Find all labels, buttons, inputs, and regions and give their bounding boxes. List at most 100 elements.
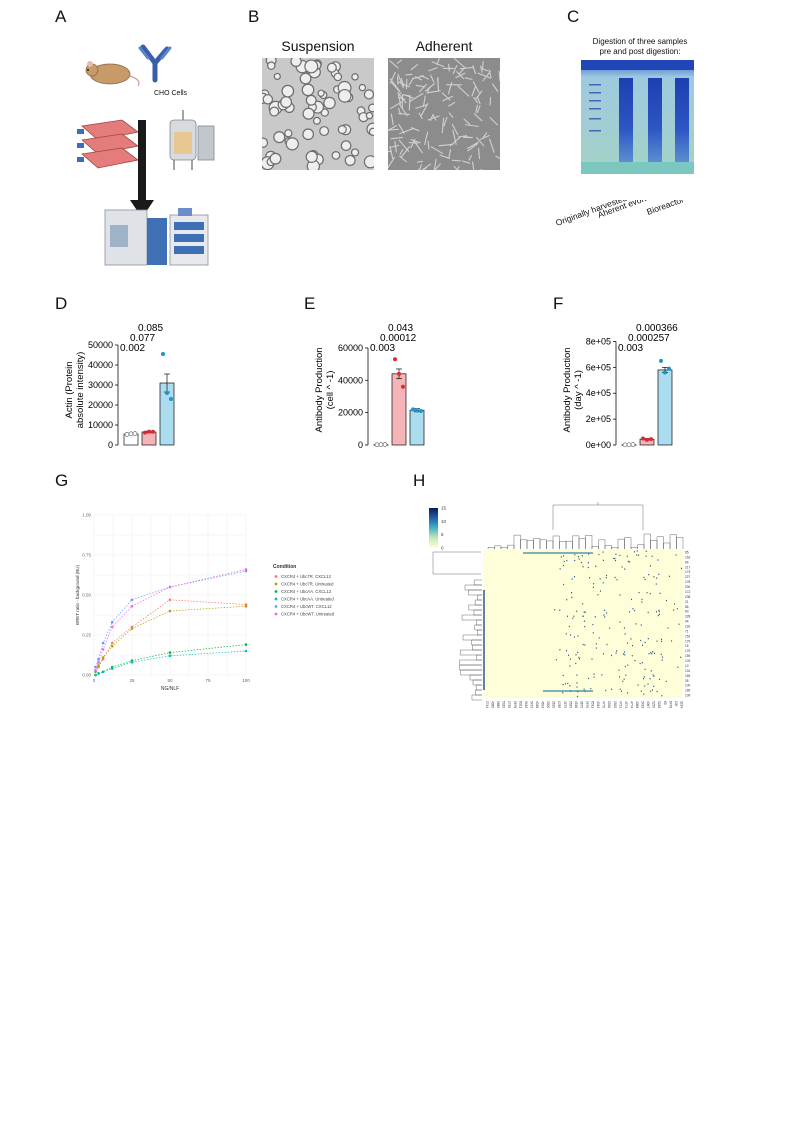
y-tick-label: 0.50 <box>82 593 91 598</box>
suspension-cell <box>267 61 276 70</box>
heatmap-cell <box>627 642 629 644</box>
heatmap-cell <box>665 599 667 602</box>
y-tick-label: 0.25 <box>82 633 91 638</box>
data-point <box>401 384 405 389</box>
suspension-cell <box>368 127 378 136</box>
p-value-label: 0.085 <box>138 323 163 334</box>
heatmap-cell <box>566 559 568 562</box>
heatmap-cell <box>582 566 584 568</box>
heatmap-cell <box>568 625 570 628</box>
adherent-cell <box>476 96 481 105</box>
heatmap-cell <box>619 688 621 690</box>
data-point <box>667 366 671 371</box>
adherent-cell <box>427 90 441 94</box>
adherent-cell <box>455 72 466 79</box>
suspension-cell <box>302 107 315 120</box>
y-tick-label: 2e+05 <box>586 414 611 424</box>
heatmap-cell <box>554 609 556 611</box>
adherent-cell <box>420 74 430 80</box>
adherent-cell <box>452 64 458 75</box>
colorbar-tick: 10 <box>441 519 447 524</box>
heatmap-cell <box>658 609 660 612</box>
adherent-cell <box>463 118 471 125</box>
dendrogram-branch <box>461 614 482 621</box>
dendrogram-branch <box>513 534 521 549</box>
legend-label: CXCR4 + UbcWT. Untreated <box>281 612 335 617</box>
heatmap-cell <box>595 647 597 649</box>
heatmap-cell <box>624 665 626 668</box>
heatmap-cell <box>636 554 638 556</box>
dendrogram-branch <box>487 547 495 549</box>
row-dendrogram <box>432 551 482 701</box>
heatmap-cell <box>593 676 595 678</box>
dendrogram-branch <box>643 533 651 549</box>
row-label: 35 <box>685 679 689 683</box>
dendrogram-branch <box>475 689 482 696</box>
heatmap-cell <box>606 643 608 646</box>
heatmap-cell <box>595 565 597 567</box>
adherent-cell <box>404 94 414 99</box>
column-label: 5019 <box>502 701 506 708</box>
dendrogram-branch <box>526 540 534 549</box>
heatmap-cell <box>631 598 633 601</box>
heatmap-cell <box>619 676 621 678</box>
adherent-cell <box>441 92 451 101</box>
heatmap-cell <box>638 554 640 556</box>
heatmap-cell <box>616 650 618 652</box>
heatmap-cell <box>642 644 644 646</box>
row-label: 118 <box>685 625 690 629</box>
data-point <box>415 408 419 413</box>
heatmap-cell <box>583 688 585 690</box>
heatmap-cell <box>611 688 613 690</box>
heatmap-cell <box>562 692 564 694</box>
p-value-label: 0.00012 <box>380 333 417 344</box>
heatmap-cell <box>681 567 682 570</box>
row-label: 162 <box>685 555 691 559</box>
heatmap-cell <box>618 669 620 671</box>
suspension-micrograph <box>257 54 380 175</box>
adherent-cell <box>436 58 440 66</box>
column-label: 3675 <box>579 701 583 708</box>
heatmap-cell <box>660 638 662 640</box>
y-axis-label-line1: Antibody Production <box>314 347 325 432</box>
adherent-cell <box>408 77 415 86</box>
dendrogram-branch <box>669 534 677 549</box>
data-point <box>143 430 147 435</box>
adherent-cell <box>390 136 403 140</box>
heatmap-cell-band <box>543 690 593 692</box>
dendrogram-branch <box>432 551 481 575</box>
heatmap-cell <box>569 658 571 660</box>
heatmap-cell <box>647 611 649 614</box>
heatmap-cell <box>587 562 589 564</box>
heatmap-cell <box>659 592 661 594</box>
heatmap-cell <box>577 635 579 637</box>
heatmap-cell <box>560 556 562 558</box>
heatmap-cell <box>621 566 623 568</box>
row-label: 228 <box>685 615 691 619</box>
panel-letter-h: H <box>413 471 426 490</box>
colorbar-tick: 0 <box>441 546 444 551</box>
adherent-cell <box>489 117 499 126</box>
adherent-cell <box>397 96 406 100</box>
heatmap-cell <box>649 565 651 567</box>
dendrogram-branch <box>559 541 567 549</box>
adherent-cell <box>447 81 453 95</box>
data-point <box>130 627 134 630</box>
row-label: 44 <box>685 620 689 624</box>
row-label: 109 <box>685 694 691 698</box>
row-label: 60 <box>685 610 689 614</box>
suspension-cell <box>299 72 312 85</box>
heatmap-cell <box>628 561 630 563</box>
dendrogram-branch <box>473 609 482 616</box>
heatmap-cell <box>665 680 667 683</box>
adherent-cell <box>464 124 479 128</box>
suspension-title: Suspension <box>281 38 355 54</box>
adherent-cell <box>482 70 491 82</box>
row-label: 217 <box>685 565 691 569</box>
row-label: 95 <box>685 551 689 555</box>
heatmap-cell <box>651 689 653 691</box>
heatmap-cell <box>627 692 629 694</box>
heatmap-cell <box>643 576 645 579</box>
dendrogram-branch <box>472 644 482 651</box>
adherent-cell <box>466 141 479 150</box>
